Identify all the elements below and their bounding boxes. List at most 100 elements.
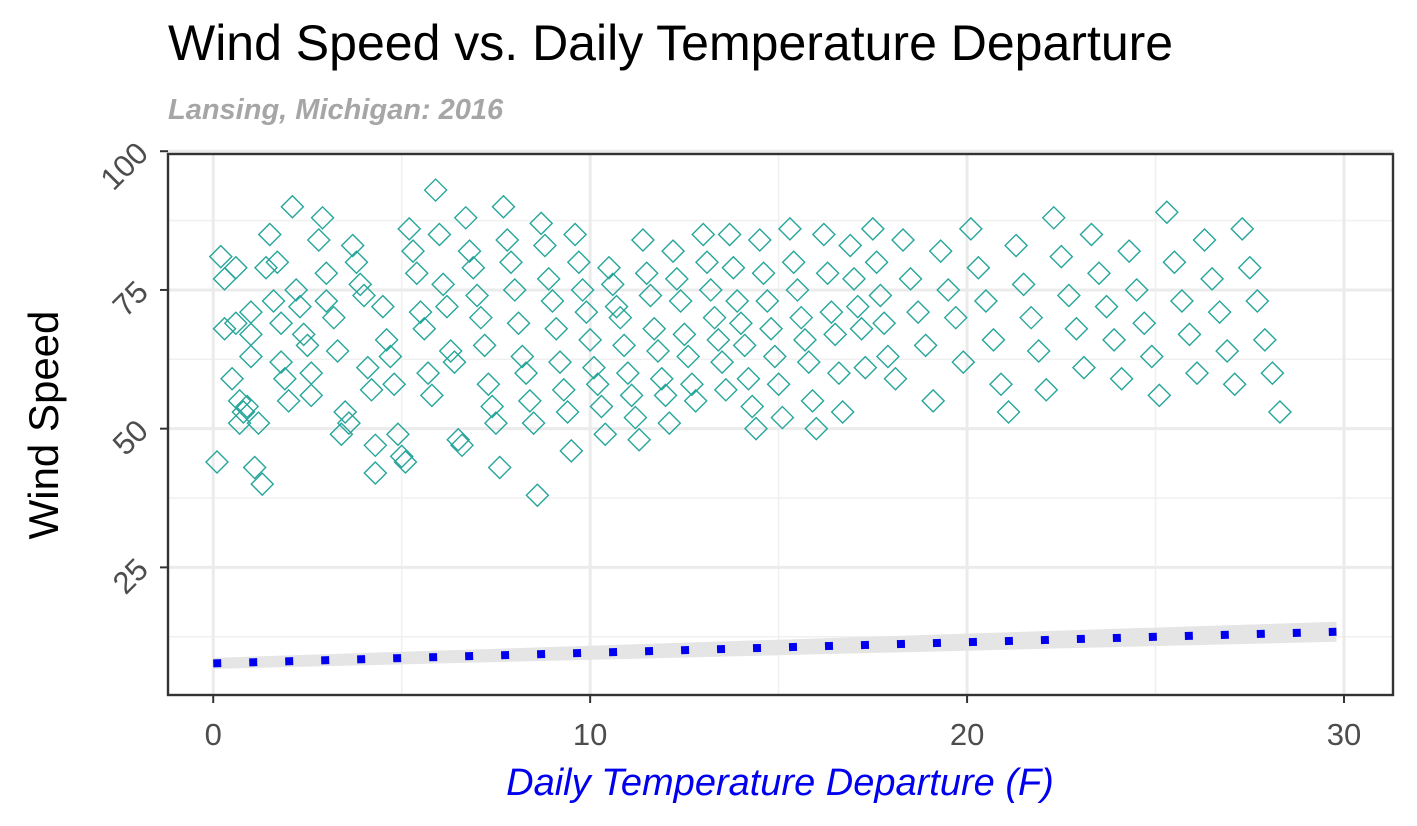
- data-point: [1207, 300, 1232, 325]
- data-point: [766, 372, 791, 397]
- data-point: [393, 449, 418, 474]
- data-point: [223, 311, 248, 336]
- data-point: [706, 327, 731, 352]
- data-point: [691, 222, 716, 247]
- confidence-band: [213, 621, 1337, 669]
- data-point: [254, 255, 278, 280]
- data-point: [246, 411, 271, 436]
- data-point: [521, 411, 546, 436]
- data-point: [299, 383, 324, 408]
- data-point: [506, 311, 531, 336]
- data-point: [548, 350, 572, 375]
- data-point: [476, 372, 501, 397]
- data-point: [374, 327, 399, 352]
- data-point: [544, 316, 569, 341]
- data-point: [385, 422, 410, 447]
- data-point: [223, 255, 248, 280]
- data-point: [446, 427, 471, 452]
- data-point: [344, 250, 369, 275]
- data-point: [1034, 377, 1059, 402]
- data-point: [721, 255, 746, 280]
- data-point: [585, 372, 610, 397]
- data-point: [287, 294, 312, 319]
- data-point: [1079, 222, 1104, 247]
- data-point: [359, 377, 384, 402]
- data-points: [205, 178, 1292, 508]
- data-point: [574, 300, 599, 325]
- data-point: [1200, 266, 1225, 291]
- data-point: [1215, 338, 1240, 363]
- data-point: [1064, 316, 1089, 341]
- data-point: [559, 438, 584, 463]
- data-point: [378, 344, 403, 369]
- data-point: [434, 294, 459, 319]
- data-point: [589, 394, 614, 419]
- data-point: [272, 366, 297, 391]
- data-point: [551, 377, 576, 402]
- grid-lines: [168, 149, 1393, 695]
- data-point: [491, 194, 516, 219]
- data-point: [936, 277, 961, 302]
- data-point: [989, 372, 1013, 397]
- data-point: [299, 361, 324, 386]
- data-point: [593, 422, 618, 447]
- data-point: [612, 333, 637, 358]
- data-point: [725, 289, 750, 314]
- y-tick-label: 100: [94, 135, 155, 196]
- data-point: [781, 250, 806, 275]
- data-point: [728, 311, 753, 336]
- data-point: [789, 305, 814, 330]
- data-point: [532, 233, 557, 258]
- data-point: [898, 266, 923, 291]
- data-point: [906, 300, 931, 325]
- data-point: [823, 322, 848, 347]
- data-point: [265, 250, 290, 275]
- data-point: [427, 222, 452, 247]
- data-point: [566, 250, 591, 275]
- data-point: [291, 322, 316, 347]
- data-point: [811, 222, 836, 247]
- data-point: [472, 333, 497, 358]
- data-point: [352, 283, 376, 308]
- data-point: [608, 305, 633, 330]
- data-point: [744, 416, 768, 441]
- data-point: [363, 461, 388, 486]
- data-point: [676, 344, 701, 369]
- data-point: [1132, 311, 1157, 336]
- data-point: [860, 216, 885, 241]
- data-point: [510, 344, 535, 369]
- trend-line: [213, 627, 1337, 668]
- data-point: [762, 344, 787, 369]
- data-point: [928, 239, 953, 264]
- data-point: [868, 283, 893, 308]
- data-point: [321, 305, 346, 330]
- data-point: [770, 405, 795, 430]
- data-point: [958, 216, 983, 241]
- data-point: [883, 366, 908, 391]
- data-point: [838, 233, 863, 258]
- data-point: [416, 361, 441, 386]
- data-point: [295, 333, 320, 358]
- data-point: [634, 261, 659, 286]
- data-point: [1162, 250, 1187, 275]
- data-point: [235, 394, 260, 419]
- data-point: [238, 344, 263, 369]
- data-point: [555, 400, 580, 425]
- data-point: [453, 205, 478, 230]
- data-point: [1026, 338, 1051, 363]
- data-point: [336, 411, 361, 436]
- data-point: [442, 350, 467, 375]
- data-point: [668, 289, 693, 314]
- data-point: [1019, 305, 1044, 330]
- data-point: [208, 244, 233, 269]
- data-point: [1109, 366, 1134, 391]
- data-point: [996, 400, 1021, 425]
- data-point: [483, 411, 508, 436]
- data-point: [1102, 327, 1127, 352]
- data-point: [1056, 283, 1081, 308]
- data-point: [250, 472, 275, 497]
- data-point: [1245, 289, 1270, 314]
- data-point: [1237, 255, 1262, 280]
- data-point: [419, 383, 444, 408]
- data-point: [487, 455, 512, 480]
